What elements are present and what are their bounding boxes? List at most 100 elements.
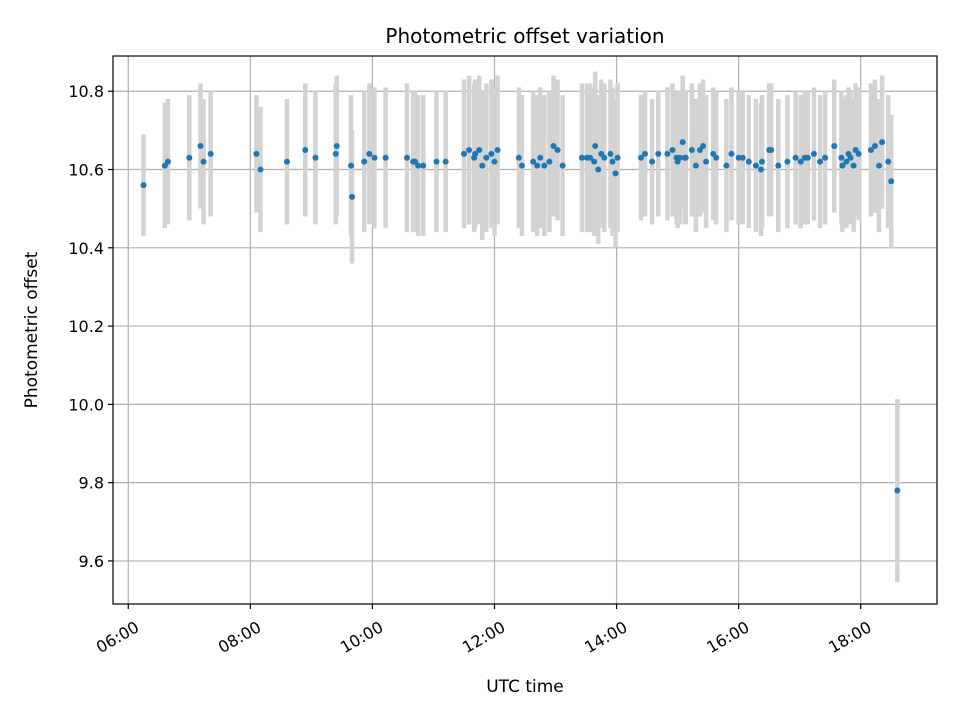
data-point [831,143,838,150]
y-axis-title: Photometric offset [22,251,42,408]
y-axis-ticks: 9.6 9.8 10.0 10.2 10.4 10.6 10.8 [68,82,113,571]
y-tick-label: 10.0 [68,395,104,414]
y-tick-label: 9.8 [79,474,104,493]
data-point [649,158,656,165]
data-point [207,150,214,157]
data-point [479,162,486,169]
data-point [797,158,804,165]
data-point [361,158,368,165]
data-point [679,139,686,146]
data-point [164,158,171,165]
plot-frame [112,55,938,605]
data-point [591,158,598,165]
data-point [700,143,707,150]
data-point [433,158,440,165]
data-point [483,154,490,161]
data-point [669,146,676,153]
data-point [587,154,594,161]
data-point [614,154,621,161]
data-point [664,150,671,157]
data-point [703,158,710,165]
x-axis-title: UTC time [486,677,564,697]
data-point [302,146,309,153]
data-point [847,154,854,161]
data-point [676,154,683,161]
data-point [420,162,427,169]
data-point [140,182,147,189]
data-point [804,154,811,161]
data-point [546,158,553,165]
data-point [333,143,340,150]
data-point [332,150,339,157]
data-point [822,154,829,161]
data-point [682,154,689,161]
data-point [612,170,619,177]
data-point [752,162,759,169]
data-point [843,158,850,165]
data-point [855,150,862,157]
data-point [491,158,498,165]
data-point [867,146,874,153]
data-point [592,143,599,150]
data-point [403,154,410,161]
data-point [688,146,695,153]
data-point [637,154,644,161]
data-point [554,146,561,153]
data-point [460,150,467,157]
data-point [578,154,585,161]
data-point [472,150,479,157]
y-tick-label: 10.2 [68,317,104,336]
data-point [879,139,886,146]
data-point [349,193,356,200]
data-point [466,146,473,153]
data-point [607,150,614,157]
data-points [140,139,901,494]
y-tick-label: 10.6 [68,161,104,180]
data-point [850,162,857,169]
data-point [768,146,775,153]
data-point [888,178,895,185]
data-point [283,158,290,165]
data-point [186,154,193,161]
data-point [253,150,260,157]
data-point [817,158,824,165]
data-point [871,143,878,150]
data-point [537,154,544,161]
data-point [728,150,735,157]
data-point [595,166,602,173]
data-point [488,150,495,157]
data-point [366,150,373,157]
data-point [559,162,566,169]
data-point [515,154,522,161]
data-point [312,154,319,161]
data-point [894,487,901,494]
y-tick-label: 10.4 [68,239,104,258]
data-point [745,158,752,165]
data-point [534,162,541,169]
data-point [692,162,699,169]
data-point [530,158,537,165]
data-point [810,150,817,157]
data-point [550,143,557,150]
y-tick-label: 9.6 [79,552,104,571]
data-point [642,150,649,157]
data-point [885,158,892,165]
data-point [792,154,799,161]
data-point [723,162,730,169]
data-point [601,154,608,161]
data-point [442,158,449,165]
data-point [655,150,662,157]
chart-title: Photometric offset variation [385,24,664,48]
data-point [713,154,720,161]
data-point [839,162,846,169]
data-point [518,162,525,169]
data-point [348,162,355,169]
data-point [476,146,483,153]
data-point [784,158,791,165]
data-point [257,166,264,173]
data-point [876,162,883,169]
data-point [609,158,616,165]
data-point [200,158,207,165]
data-point [197,143,204,150]
